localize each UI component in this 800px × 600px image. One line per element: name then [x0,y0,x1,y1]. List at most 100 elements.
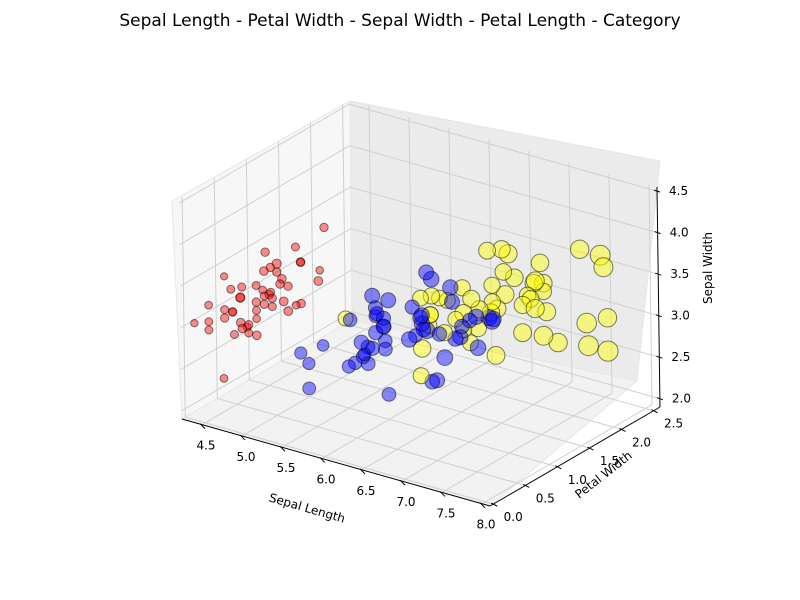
grid-line-z [179,186,351,287]
scatter-point-series-1 [444,293,460,310]
grid-line-z [351,269,660,358]
grid-line-x [481,404,653,505]
scatter-point-series-0 [275,279,285,289]
tick-z [656,397,664,401]
scatter-point-series-1 [418,264,435,281]
scatter-point-series-2 [412,367,430,385]
tick-label-x: 7.5 [436,506,455,520]
grid-line-x [441,393,613,493]
tick-label-x: 5.5 [276,461,295,475]
grid-line-z [179,145,350,246]
scatter-point-series-0 [260,247,270,257]
tick-label-y: 1.0 [568,473,587,487]
grid-line-x [368,105,373,326]
scatter-point-series-1 [364,287,381,304]
scatter-point-series-0 [219,374,229,383]
scatter-point-series-0 [220,305,230,315]
scatter-point-series-0 [290,242,300,252]
tick-y [490,502,498,507]
grid-line-x [608,173,613,394]
scatter-point-series-1 [369,306,385,322]
tick-label-z: 4.0 [670,226,689,240]
grid-line-x [401,381,573,482]
z-axis-line [656,186,661,408]
scatter-point-series-1 [367,300,383,316]
scatter-point-series-1 [341,359,356,374]
scatter-point-series-2 [492,240,511,259]
tick-label-x: 6.5 [356,484,375,498]
scatter-point-series-2 [537,302,557,322]
scatter-point-series-2 [486,346,506,365]
scatter-point-series-0 [267,293,277,303]
tick-z [654,231,661,235]
scatter-point-series-1 [294,346,308,360]
scatter-point-series-0 [251,330,262,341]
scatter-point-series-0 [283,306,294,317]
scatter-point-series-2 [505,268,524,288]
tick-label-y: 2.5 [664,417,683,431]
scatter-point-series-1 [353,334,370,351]
grid-line-z [181,311,353,412]
scatter-point-series-2 [513,323,532,343]
tick-label-z: 3.0 [671,309,690,323]
x-axis-line [181,418,491,507]
scatter-point-series-1 [429,372,446,389]
grid-line-x [448,128,453,349]
tick-label-z: 4.5 [669,184,688,198]
grid-line-y [310,122,315,343]
scatter-point-series-2 [570,239,590,260]
scatter-point-series-2 [462,289,481,308]
y-axis-line [489,406,661,507]
scatter-point-series-0 [259,266,269,276]
scatter-point-series-1 [381,387,397,402]
axis-lines [181,186,661,507]
scatter-point-series-1 [316,339,330,352]
scatter-point-series-1 [469,339,487,357]
tick-x [399,479,406,486]
scatter-point-series-2 [589,244,611,266]
grid-line-y [217,397,526,486]
scatter-point-series-0 [251,281,261,290]
tick-y [587,446,594,451]
scatter-point-series-0 [204,317,214,327]
tick-label-x: 5.0 [236,450,255,464]
scatter-point-series-2 [578,335,599,357]
grid-line-x [241,336,413,437]
scatter-points [190,222,619,402]
grid-line-z [180,228,352,329]
tick-y [555,465,562,470]
tick-label-z: 2.5 [671,350,690,364]
grid-line-x [648,184,653,405]
scatter-point-series-1 [376,319,392,335]
tick-label-y: 2.0 [632,435,651,449]
grid-line-y [313,341,622,430]
scatter-point-series-0 [252,305,261,315]
scatter-point-series-2 [597,308,618,328]
scatter-point-series-0 [277,274,287,284]
grid-line-y [213,178,218,399]
scatter-point-series-2 [593,257,614,278]
scatter-point-series-0 [226,284,236,294]
tick-x [279,445,286,452]
scatter-point-series-2 [576,312,598,334]
tick-label-x: 6.0 [316,473,335,487]
scatter-point-series-1 [413,315,431,332]
scatter-point-series-1 [431,326,448,342]
scatter-point-series-2 [498,244,518,264]
grid-line-z [350,186,659,275]
scatter-point-series-2 [478,241,497,260]
tick-y [619,427,626,432]
scatter-point-series-2 [422,287,440,305]
scatter-point-series-1 [442,279,459,296]
grid-line-x [321,359,493,459]
scatter-point-series-1 [357,347,372,362]
tick-x [479,502,486,509]
z-axis-label: Sepal Width [701,232,715,304]
scatter-point-series-0 [291,300,301,310]
scatter-point-series-2 [412,289,429,307]
scatter-point-series-0 [204,300,214,310]
grid-line-y [342,103,347,324]
scatter-point-series-0 [319,222,329,233]
scatter-point-series-2 [435,324,453,342]
scatter-point-series-1 [483,313,501,330]
